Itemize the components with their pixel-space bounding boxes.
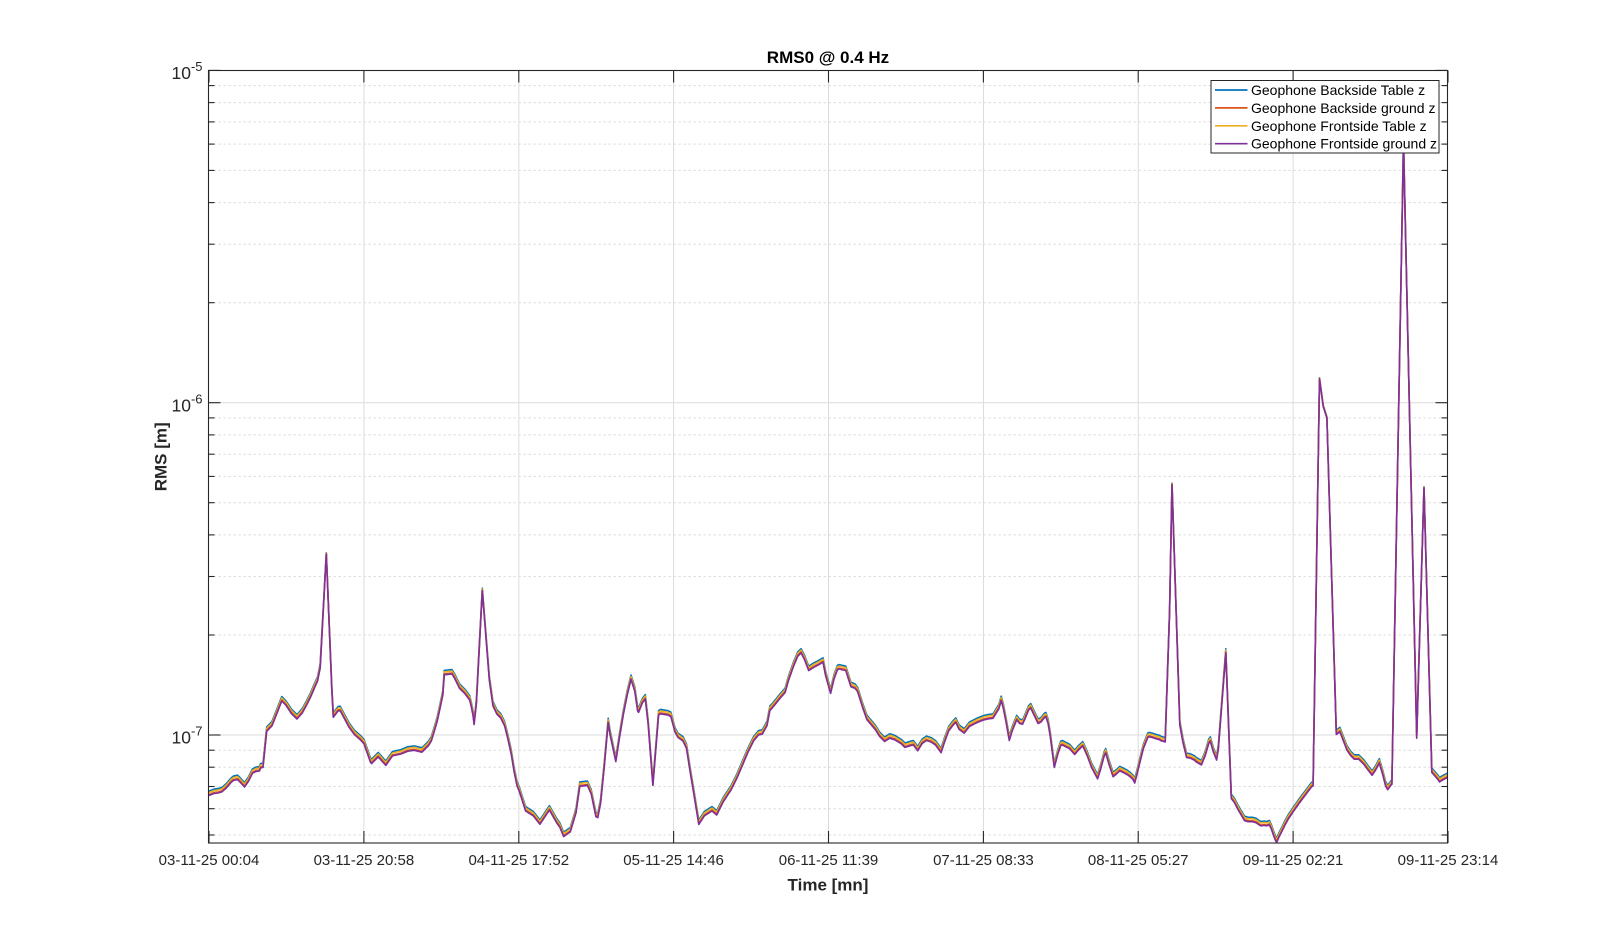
svg-text:03-11-25 00:04: 03-11-25 00:04: [159, 852, 260, 869]
svg-text:RMS [m]: RMS [m]: [152, 422, 171, 491]
svg-text:Geophone Backside ground z: Geophone Backside ground z: [1251, 100, 1435, 116]
svg-text:05-11-25 14:46: 05-11-25 14:46: [623, 852, 724, 869]
svg-text:07-11-25 08:33: 07-11-25 08:33: [933, 852, 1034, 869]
svg-text:Geophone Backside Table z: Geophone Backside Table z: [1251, 82, 1425, 98]
svg-text:03-11-25 20:58: 03-11-25 20:58: [314, 852, 415, 869]
svg-text:06-11-25 11:39: 06-11-25 11:39: [779, 852, 879, 869]
svg-text:08-11-25 05:27: 08-11-25 05:27: [1088, 852, 1189, 869]
svg-text:Geophone Frontside Table z: Geophone Frontside Table z: [1251, 118, 1427, 134]
svg-text:10-6: 10-6: [171, 391, 202, 415]
svg-text:RMS0 @ 0.4 Hz: RMS0 @ 0.4 Hz: [767, 48, 889, 67]
svg-text:04-11-25 17:52: 04-11-25 17:52: [468, 852, 569, 869]
svg-text:Time [mn]: Time [mn]: [788, 876, 869, 895]
svg-text:09-11-25 23:14: 09-11-25 23:14: [1398, 852, 1499, 869]
svg-text:09-11-25 02:21: 09-11-25 02:21: [1243, 852, 1344, 869]
svg-text:Geophone Frontside ground z: Geophone Frontside ground z: [1251, 136, 1437, 152]
